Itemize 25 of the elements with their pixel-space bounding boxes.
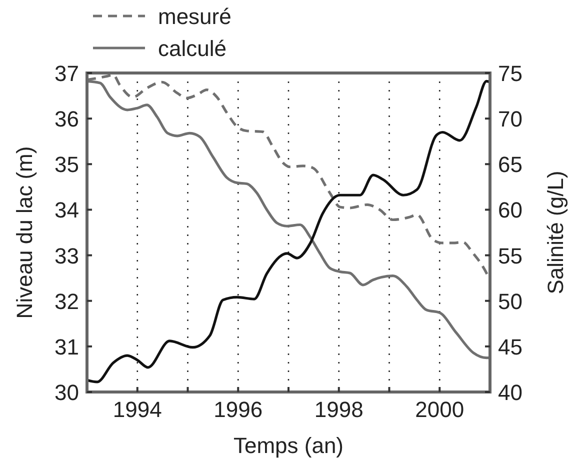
x-tick-label: 2000 (415, 397, 464, 422)
y2-tick-label: 70 (498, 106, 522, 132)
y2-tick-label: 55 (498, 243, 522, 268)
legend-label: mesuré (158, 4, 232, 29)
y2-tick-label: 50 (498, 288, 522, 314)
y2-tick-label: 45 (498, 334, 522, 360)
y-tick-label: 32 (54, 288, 79, 314)
y-tick-label: 37 (54, 61, 79, 86)
y2-axis-title: Salinité (g/L) (543, 170, 568, 294)
y2-tick-label: 65 (498, 152, 522, 178)
y-tick-label: 31 (54, 334, 79, 360)
x-tick-label: 1996 (214, 397, 263, 422)
legend-label: calculé (158, 36, 226, 61)
y-tick-label: 34 (54, 198, 79, 223)
y-tick-label: 33 (54, 243, 79, 268)
x-axis-title: Temps (an) (233, 433, 344, 458)
y-axis-title: Niveau du lac (m) (12, 146, 37, 319)
x-tick-label: 1998 (314, 397, 364, 422)
y-tick-label: 30 (54, 380, 79, 405)
x-tick-label: 1994 (112, 397, 162, 422)
y2-tick-label: 40 (498, 380, 522, 405)
y-tick-label: 36 (54, 106, 79, 132)
y2-tick-label: 60 (498, 198, 522, 223)
y2-tick-label: 75 (498, 61, 522, 86)
y-tick-label: 35 (54, 152, 79, 178)
